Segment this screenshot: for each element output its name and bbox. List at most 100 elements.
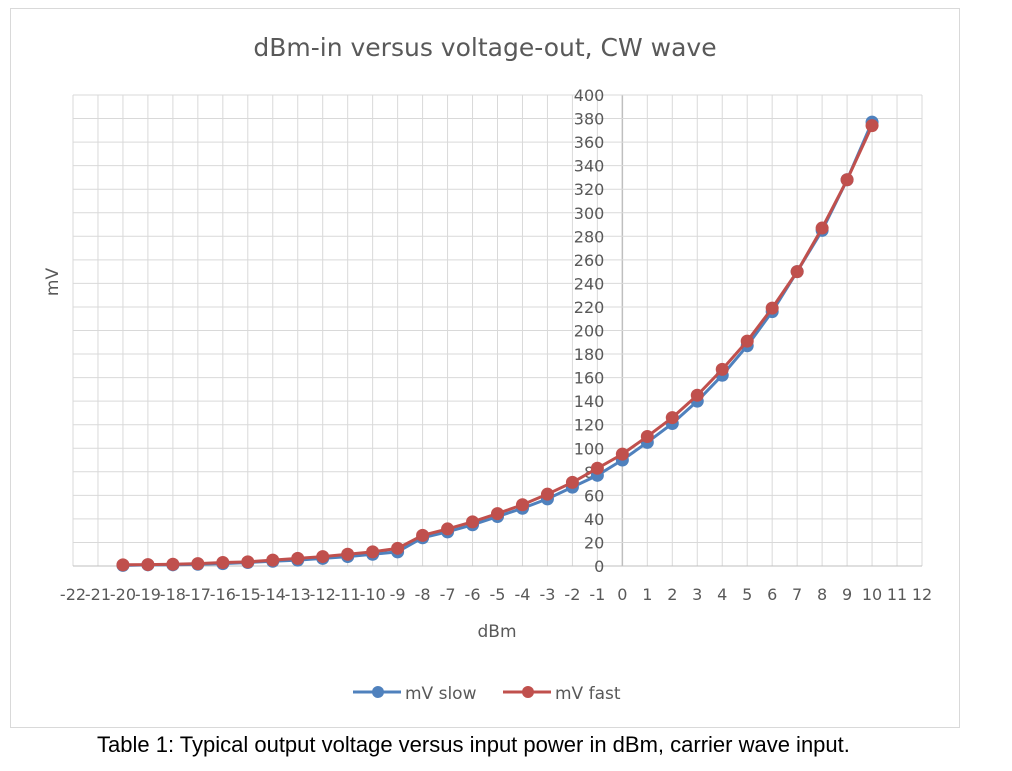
y-tick-label: 140 <box>574 392 605 411</box>
data-point <box>815 221 829 235</box>
grid <box>72 94 923 567</box>
x-tick-label: 5 <box>742 585 752 604</box>
x-tick-label: 8 <box>817 585 827 604</box>
data-point <box>540 487 554 501</box>
data-point <box>116 558 130 572</box>
x-tick-label: -21 <box>85 585 111 604</box>
data-point <box>216 555 230 569</box>
y-tick-label: 220 <box>574 298 605 317</box>
y-tick-label: 280 <box>574 227 605 246</box>
x-tick-label: 3 <box>692 585 702 604</box>
data-point <box>441 522 455 536</box>
y-tick-label: 340 <box>574 157 605 176</box>
data-point <box>466 515 480 529</box>
y-tick-label: 0 <box>594 557 604 576</box>
data-point <box>341 547 355 561</box>
y-tick-label: 360 <box>574 133 605 152</box>
x-tick-label: -4 <box>514 585 530 604</box>
y-tick-label: 100 <box>574 439 605 458</box>
series-group <box>116 115 879 572</box>
data-point <box>715 362 729 376</box>
x-tick-label: 10 <box>862 585 882 604</box>
x-tick-label: -19 <box>135 585 161 604</box>
y-axis-ticks: 0204060801001201401601802002202402602803… <box>574 86 605 576</box>
chart-frame <box>10 8 960 728</box>
data-point <box>166 557 180 571</box>
series-mV-fast <box>116 119 879 572</box>
y-tick-label: 320 <box>574 180 605 199</box>
x-tick-label: -13 <box>285 585 311 604</box>
data-point <box>141 558 155 572</box>
y-tick-label: 160 <box>574 369 605 388</box>
data-point <box>191 557 205 571</box>
x-tick-label: -17 <box>185 585 211 604</box>
y-tick-label: 240 <box>574 274 605 293</box>
data-point <box>740 334 754 348</box>
data-point <box>590 461 604 475</box>
legend-marker <box>522 686 534 698</box>
x-tick-label: 0 <box>617 585 627 604</box>
x-tick-label: 7 <box>792 585 802 604</box>
data-point <box>690 388 704 402</box>
legend-marker <box>372 686 384 698</box>
data-point <box>615 447 629 461</box>
x-tick-label: -10 <box>360 585 386 604</box>
y-tick-label: 300 <box>574 204 605 223</box>
x-tick-label: -14 <box>260 585 286 604</box>
x-tick-label: -7 <box>440 585 456 604</box>
x-tick-label: 1 <box>642 585 652 604</box>
y-tick-label: 380 <box>574 110 605 129</box>
data-point <box>391 541 405 555</box>
x-tick-label: 12 <box>912 585 932 604</box>
data-point <box>565 475 579 489</box>
x-tick-label: 6 <box>767 585 777 604</box>
x-tick-label: -6 <box>465 585 481 604</box>
data-point <box>865 119 879 133</box>
x-tick-label: -5 <box>490 585 506 604</box>
y-tick-label: 180 <box>574 345 605 364</box>
x-tick-label: -11 <box>335 585 361 604</box>
x-tick-label: -1 <box>589 585 605 604</box>
chart-title: dBm-in versus voltage-out, CW wave <box>253 33 716 62</box>
x-tick-label: -3 <box>539 585 555 604</box>
data-point <box>416 528 430 542</box>
caption: Table 1: Typical output voltage versus i… <box>97 732 850 757</box>
x-tick-label: -2 <box>564 585 580 604</box>
data-point <box>790 265 804 279</box>
legend: mV slow mV fast <box>353 684 621 704</box>
data-point <box>515 498 529 512</box>
legend-label: mV slow <box>405 684 477 704</box>
x-tick-label: 9 <box>842 585 852 604</box>
data-point <box>316 550 330 564</box>
legend-label: mV fast <box>555 684 621 704</box>
data-point <box>765 301 779 315</box>
data-point <box>266 553 280 567</box>
x-tick-label: -16 <box>210 585 236 604</box>
y-tick-label: 260 <box>574 251 605 270</box>
x-tick-label: -22 <box>60 585 86 604</box>
data-point <box>665 411 679 425</box>
x-tick-label: -15 <box>235 585 261 604</box>
data-point <box>640 429 654 443</box>
x-tick-label: 11 <box>887 585 907 604</box>
y-tick-label: 20 <box>584 533 604 552</box>
x-tick-label: -20 <box>110 585 136 604</box>
x-tick-label: 2 <box>667 585 677 604</box>
x-axis-label: dBm <box>477 622 516 642</box>
x-tick-label: -8 <box>415 585 431 604</box>
x-tick-label: -12 <box>310 585 336 604</box>
x-tick-label: 4 <box>717 585 727 604</box>
y-tick-label: 120 <box>574 416 605 435</box>
x-tick-label: -18 <box>160 585 186 604</box>
data-point <box>491 507 504 521</box>
x-tick-label: -9 <box>390 585 406 604</box>
y-tick-label: 40 <box>584 510 604 529</box>
y-tick-label: 400 <box>574 86 605 105</box>
data-point <box>241 555 255 569</box>
data-point <box>291 551 305 565</box>
y-tick-label: 200 <box>574 322 605 341</box>
y-axis-label: mV <box>43 268 63 297</box>
y-tick-label: 60 <box>584 486 604 505</box>
data-point <box>840 173 854 187</box>
